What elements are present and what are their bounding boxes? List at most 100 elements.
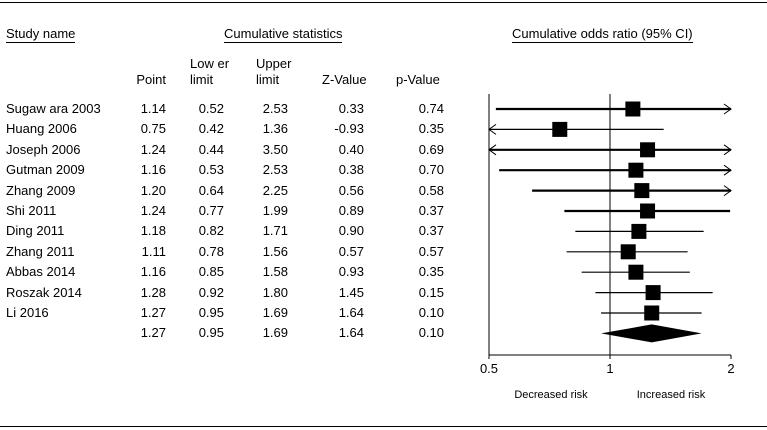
point-cell: 1.16 — [140, 264, 166, 280]
point-cell: 1.24 — [140, 203, 166, 218]
upper-cell: 1.69 — [262, 325, 288, 341]
summary-row: 1.27 0.95 1.69 1.64 0.10 — [0, 325, 460, 345]
table-row: Ding 2011 1.18 0.82 1.71 0.90 0.37 — [0, 223, 460, 243]
study-cell: Zhang 2011 — [6, 243, 75, 259]
upper-cell: 1.56 — [262, 243, 288, 259]
study-name-header: Study name — [6, 26, 76, 43]
p-cell: 0.37 — [418, 223, 444, 239]
point-estimate-marker — [625, 101, 641, 117]
table-row: Gutman 2009 1.16 0.53 2.53 0.38 0.70 — [0, 162, 460, 182]
table-row: Abbas 2014 1.16 0.85 1.58 0.93 0.35 — [0, 264, 460, 284]
decreased-risk-label: Decreased risk — [514, 389, 588, 401]
upper-cell: 2.53 — [262, 101, 288, 116]
lower-cell: 0.85 — [198, 264, 224, 280]
lower-limit-header-line2: limit — [190, 72, 214, 87]
ci-right-arrow — [723, 164, 732, 176]
top-rule — [0, 2, 767, 3]
point-estimate-marker — [640, 142, 656, 158]
z-cell: 0.56 — [338, 182, 364, 198]
point-cell: 1.18 — [140, 223, 166, 239]
lower-cell: 0.78 — [198, 243, 224, 259]
p-cell: 0.70 — [418, 162, 444, 178]
ci-right-arrow — [723, 144, 732, 156]
upper-cell: 1.99 — [262, 203, 288, 218]
x-tick-label: 1 — [606, 361, 613, 376]
lower-limit-header-line1: Low er — [190, 56, 230, 71]
upper-cell: 1.58 — [262, 264, 288, 280]
study-cell: Roszak 2014 — [6, 284, 82, 300]
x-tick-label: 2 — [727, 361, 734, 376]
z-cell: 1.64 — [338, 325, 364, 341]
upper-cell: 1.69 — [262, 305, 288, 320]
bottom-rule — [0, 426, 767, 427]
point-estimate-marker — [552, 121, 568, 137]
study-cell: Abbas 2014 — [6, 264, 76, 280]
point-cell: 1.27 — [140, 305, 166, 320]
point-estimate-marker — [645, 285, 661, 301]
p-cell: 0.58 — [418, 182, 444, 198]
p-cell: 0.10 — [418, 325, 444, 341]
z-cell: 0.33 — [338, 101, 364, 116]
table-row: Zhang 2011 1.11 0.78 1.56 0.57 0.57 — [0, 244, 460, 264]
point-estimate-marker — [644, 305, 660, 321]
z-cell: 1.64 — [338, 305, 364, 320]
study-cell: Joseph 2006 — [6, 141, 81, 157]
point-cell: 1.20 — [140, 182, 166, 198]
lower-cell: 0.53 — [198, 162, 224, 178]
study-cell: Shi 2011 — [6, 203, 57, 218]
p-cell: 0.69 — [418, 141, 444, 157]
table-row: Roszak 2014 1.28 0.92 1.80 1.45 0.15 — [0, 285, 460, 305]
upper-cell: 2.53 — [262, 162, 288, 178]
lower-cell: 0.64 — [198, 182, 224, 198]
point-estimate-marker — [634, 183, 650, 199]
cumulative-statistics-header: Cumulative statistics — [224, 26, 343, 43]
table-row: Sugaw ara 2003 1.14 0.52 2.53 0.33 0.74 — [0, 101, 460, 121]
z-cell: 0.90 — [338, 223, 364, 239]
z-cell: 0.40 — [338, 141, 364, 157]
p-cell: 0.35 — [418, 121, 444, 137]
upper-cell: 2.25 — [262, 182, 288, 198]
point-cell: 1.14 — [140, 101, 166, 116]
point-cell: 1.11 — [141, 243, 166, 259]
study-cell: Huang 2006 — [6, 121, 77, 137]
table-row: Joseph 2006 1.24 0.44 3.50 0.40 0.69 — [0, 142, 460, 162]
point-estimate-marker — [620, 244, 636, 260]
z-cell: 0.93 — [338, 264, 364, 280]
z-cell: 1.45 — [338, 284, 364, 300]
point-cell: 0.75 — [140, 121, 166, 137]
study-cell: Ding 2011 — [6, 223, 65, 239]
lower-cell: 0.95 — [198, 305, 224, 320]
lower-cell: 0.92 — [198, 284, 224, 300]
point-estimate-marker — [640, 203, 656, 219]
point-cell: 1.27 — [140, 325, 166, 341]
upper-cell: 1.36 — [262, 121, 288, 137]
point-cell: 1.24 — [140, 141, 166, 157]
lower-cell: 0.52 — [198, 101, 224, 116]
point-cell: 1.28 — [140, 284, 166, 300]
p-cell: 0.74 — [418, 101, 444, 116]
ci-left-arrow — [488, 144, 497, 156]
point-estimate-marker — [628, 162, 644, 178]
upper-limit-header-line1: Upper — [256, 56, 292, 71]
lower-cell: 0.95 — [198, 325, 224, 341]
z-cell: 0.89 — [338, 203, 364, 218]
lower-cell: 0.77 — [198, 203, 224, 218]
ci-left-arrow — [488, 123, 497, 135]
p-cell: 0.10 — [418, 305, 444, 320]
study-cell: Sugaw ara 2003 — [6, 101, 101, 116]
p-cell: 0.35 — [418, 264, 444, 280]
table-row: Zhang 2009 1.20 0.64 2.25 0.56 0.58 — [0, 183, 460, 203]
study-cell: Li 2016 — [6, 305, 49, 320]
point-cell: 1.16 — [140, 162, 166, 178]
lower-cell: 0.82 — [198, 223, 224, 239]
x-tick-label: 0.5 — [480, 361, 498, 376]
ci-right-arrow — [723, 185, 732, 197]
lower-cell: 0.42 — [198, 121, 224, 137]
summary-diamond — [601, 324, 702, 343]
study-cell: Zhang 2009 — [6, 182, 76, 198]
z-cell: 0.57 — [338, 243, 364, 259]
table-row: Huang 2006 0.75 0.42 1.36 -0.93 0.35 — [0, 121, 460, 141]
z-cell: 0.38 — [338, 162, 364, 178]
p-value-column-header: p-Value — [396, 72, 440, 87]
